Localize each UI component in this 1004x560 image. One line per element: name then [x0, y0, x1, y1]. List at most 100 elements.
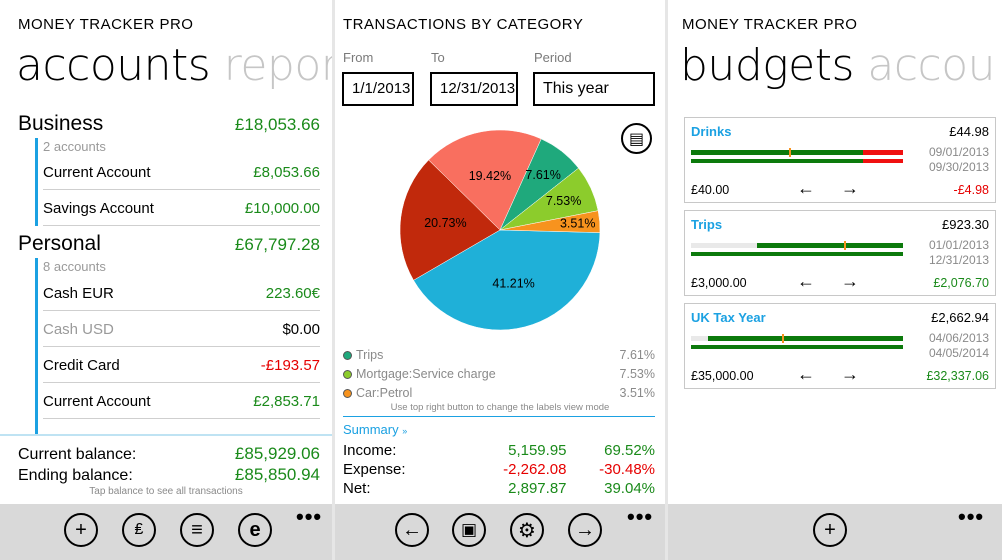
- settings-button[interactable]: ⚙: [510, 513, 544, 547]
- pie-label: 19.42%: [469, 169, 511, 183]
- to-label: To: [431, 50, 445, 65]
- account-row[interactable]: Credit Card -£193.57: [43, 357, 320, 374]
- next-period-button[interactable]: →: [841, 178, 859, 199]
- pivot-item-reports[interactable]: repor: [223, 40, 332, 91]
- window-button[interactable]: ▣: [452, 513, 486, 547]
- account-row[interactable]: Current Account £2,853.71: [43, 393, 320, 410]
- summary-row-label: Income:: [343, 442, 397, 459]
- summary-toggle[interactable]: Summary »: [343, 422, 407, 437]
- summary-label: Summary: [343, 422, 399, 437]
- more-button[interactable]: •••: [627, 504, 653, 530]
- summary-row: Expense: -2,262.08 -30.48%: [343, 461, 655, 478]
- arrow-right-icon: →: [841, 364, 859, 384]
- budget-progress-bar: [691, 334, 903, 343]
- browser-button[interactable]: e: [238, 513, 272, 547]
- summary-divider: [343, 416, 655, 417]
- budget-card[interactable]: Drinks £44.98 09/01/2013 09/30/2013 £40.00 ← →…: [684, 117, 996, 203]
- budgets-screen: MONEY TRACKER PRO budgets accou Drinks £4…: [668, 0, 1002, 560]
- pivot-item-accounts[interactable]: accounts: [16, 40, 211, 91]
- account-value: -£193.57: [260, 357, 320, 374]
- pie-label: 3.51%: [560, 216, 595, 230]
- pivot-header: budgets accou: [680, 40, 996, 91]
- budget-limit: £35,000.00: [691, 369, 754, 383]
- pie-slice[interactable]: [399, 159, 501, 281]
- ending-balance-row[interactable]: Ending balance: £85,850.94: [18, 465, 320, 485]
- current-balance-label: Current balance:: [18, 446, 137, 463]
- legend-dot: [343, 389, 352, 398]
- arrow-right-icon: →: [841, 271, 859, 291]
- budget-time-bar: [691, 345, 903, 349]
- previous-period-button[interactable]: ←: [797, 364, 815, 385]
- divider: [43, 418, 320, 419]
- ending-balance-label: Ending balance:: [18, 467, 133, 484]
- summary-row-pct: -30.48%: [599, 461, 655, 478]
- arrow-left-icon: ←: [797, 364, 815, 384]
- group-business-header[interactable]: Business £18,053.66: [18, 112, 320, 136]
- summary-row-pct: 39.04%: [604, 480, 655, 497]
- list-button[interactable]: ≡: [180, 513, 214, 547]
- pie-slice[interactable]: [413, 229, 601, 331]
- screen-separator: [665, 0, 668, 560]
- browser-icon: e: [249, 518, 261, 541]
- next-period-button[interactable]: →: [841, 271, 859, 292]
- account-row[interactable]: Cash EUR 223.60€: [43, 285, 320, 302]
- label-mode-icon: ▤: [628, 130, 645, 148]
- group-total: £67,797.28: [234, 235, 320, 254]
- add-budget-button[interactable]: +: [813, 513, 847, 547]
- back-button[interactable]: ←: [395, 513, 429, 547]
- from-date-field[interactable]: 1/1/2013: [342, 72, 414, 106]
- budget-card[interactable]: UK Tax Year £2,662.94 04/06/2013 04/05/2014…: [684, 303, 996, 389]
- balance-panel[interactable]: Current balance: £85,929.06 Ending balan…: [0, 434, 332, 500]
- divider: [43, 346, 320, 347]
- budget-card[interactable]: Trips £923.30 01/01/2013 12/31/2013 £3,000.0…: [684, 210, 996, 296]
- summary-row-amount: 2,897.87: [508, 480, 567, 497]
- previous-period-button[interactable]: ←: [797, 271, 815, 292]
- to-date-field[interactable]: 12/31/2013: [430, 72, 518, 106]
- account-row[interactable]: Savings Account £10,000.00: [43, 200, 320, 217]
- account-name: Credit Card: [43, 357, 120, 374]
- forward-button[interactable]: →: [568, 513, 602, 547]
- group-personal-header[interactable]: Personal £67,797.28: [18, 232, 320, 256]
- account-row[interactable]: Cash USD $0.00: [43, 321, 320, 338]
- budget-spent: £2,662.94: [931, 310, 989, 325]
- legend-pct: 7.53%: [619, 367, 655, 381]
- pie-label: 41.21%: [492, 276, 534, 290]
- legend-dot: [343, 370, 352, 379]
- label-mode-button[interactable]: ▤: [621, 123, 652, 154]
- more-button[interactable]: •••: [958, 504, 984, 530]
- budget-time-bar: [691, 159, 903, 163]
- category-pie-chart[interactable]: 41.21% 20.73% 19.42% 7.61% 7.53% 3.51%: [335, 115, 665, 345]
- budget-start-date: 04/06/2013: [928, 331, 989, 345]
- app-title: MONEY TRACKER PRO: [18, 16, 194, 33]
- arrow-left-icon: ←: [797, 178, 815, 198]
- legend-name: Car:Petrol: [356, 386, 413, 400]
- pie-slice[interactable]: [499, 210, 601, 233]
- current-balance-row[interactable]: Current balance: £85,929.06: [18, 444, 320, 464]
- period-value: This year: [543, 80, 609, 97]
- pie-label: 7.53%: [546, 194, 581, 208]
- pie-slice[interactable]: [428, 129, 542, 231]
- account-row[interactable]: Current Account £8,053.66: [43, 164, 320, 181]
- budget-spent: £44.98: [949, 124, 989, 139]
- budget-name: Trips: [691, 217, 723, 232]
- summary-row-amount: -2,262.08: [503, 461, 567, 478]
- report-title: TRANSACTIONS BY CATEGORY: [343, 16, 584, 33]
- app-title: MONEY TRACKER PRO: [682, 16, 858, 33]
- transfer-button[interactable]: ₤: [122, 513, 156, 547]
- pie-label: 7.61%: [525, 168, 560, 182]
- back-arrow-icon: ←: [402, 518, 422, 541]
- add-button[interactable]: +: [64, 513, 98, 547]
- period-select[interactable]: This year: [533, 72, 655, 106]
- legend-dot: [343, 351, 352, 360]
- pivot-item-accounts[interactable]: accou: [867, 40, 996, 91]
- budget-remaining: £2,076.70: [933, 276, 989, 290]
- balance-hint: Tap balance to see all transactions: [89, 486, 243, 497]
- pivot-header: accounts repor: [16, 40, 332, 91]
- account-name: Savings Account: [43, 200, 154, 217]
- pivot-item-budgets[interactable]: budgets: [680, 40, 854, 91]
- more-button[interactable]: •••: [296, 504, 322, 530]
- account-name: Cash USD: [43, 321, 114, 338]
- summary-row-label: Expense:: [343, 461, 406, 478]
- previous-period-button[interactable]: ←: [797, 178, 815, 199]
- next-period-button[interactable]: →: [841, 364, 859, 385]
